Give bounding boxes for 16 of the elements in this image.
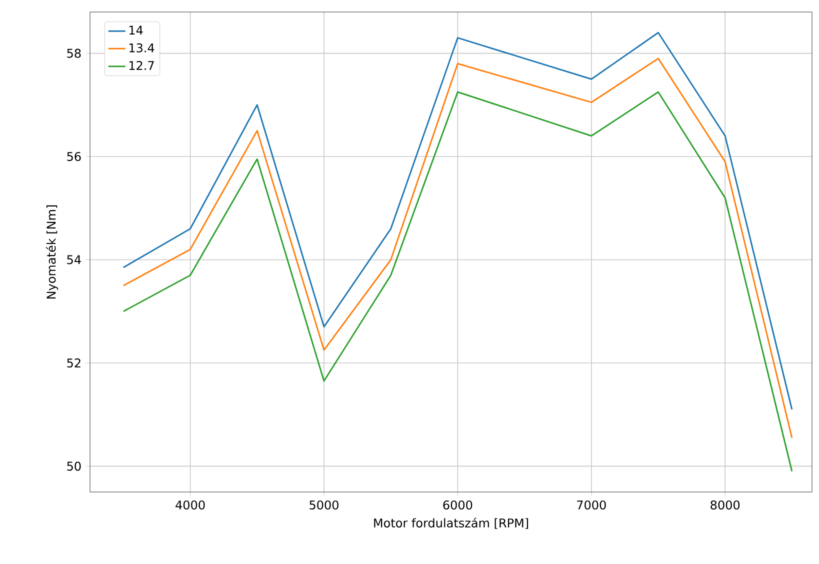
- x-axis-title: Motor fordulatszám [RPM]: [374, 518, 528, 529]
- x-tick-label: 7000: [577, 500, 606, 510]
- legend-label: 13.4: [129, 43, 154, 52]
- y-tick-label: 58: [67, 48, 81, 58]
- line-series: [122, 91, 793, 472]
- y-tick-label: 56: [67, 152, 81, 162]
- legend-label: 14: [129, 26, 143, 35]
- y-tick-label: 54: [67, 255, 81, 264]
- x-tick-label: 4000: [176, 500, 205, 510]
- y-tick-label: 52: [67, 358, 80, 368]
- x-tick-label: 8000: [710, 500, 740, 510]
- legend-label: 12.7: [129, 60, 154, 70]
- y-tick-label: 50: [67, 462, 81, 471]
- x-tick-label: 6000: [443, 500, 472, 510]
- x-tick-label: 5000: [310, 500, 338, 510]
- y-axis-title: Nyomaték [Nm]: [46, 205, 58, 299]
